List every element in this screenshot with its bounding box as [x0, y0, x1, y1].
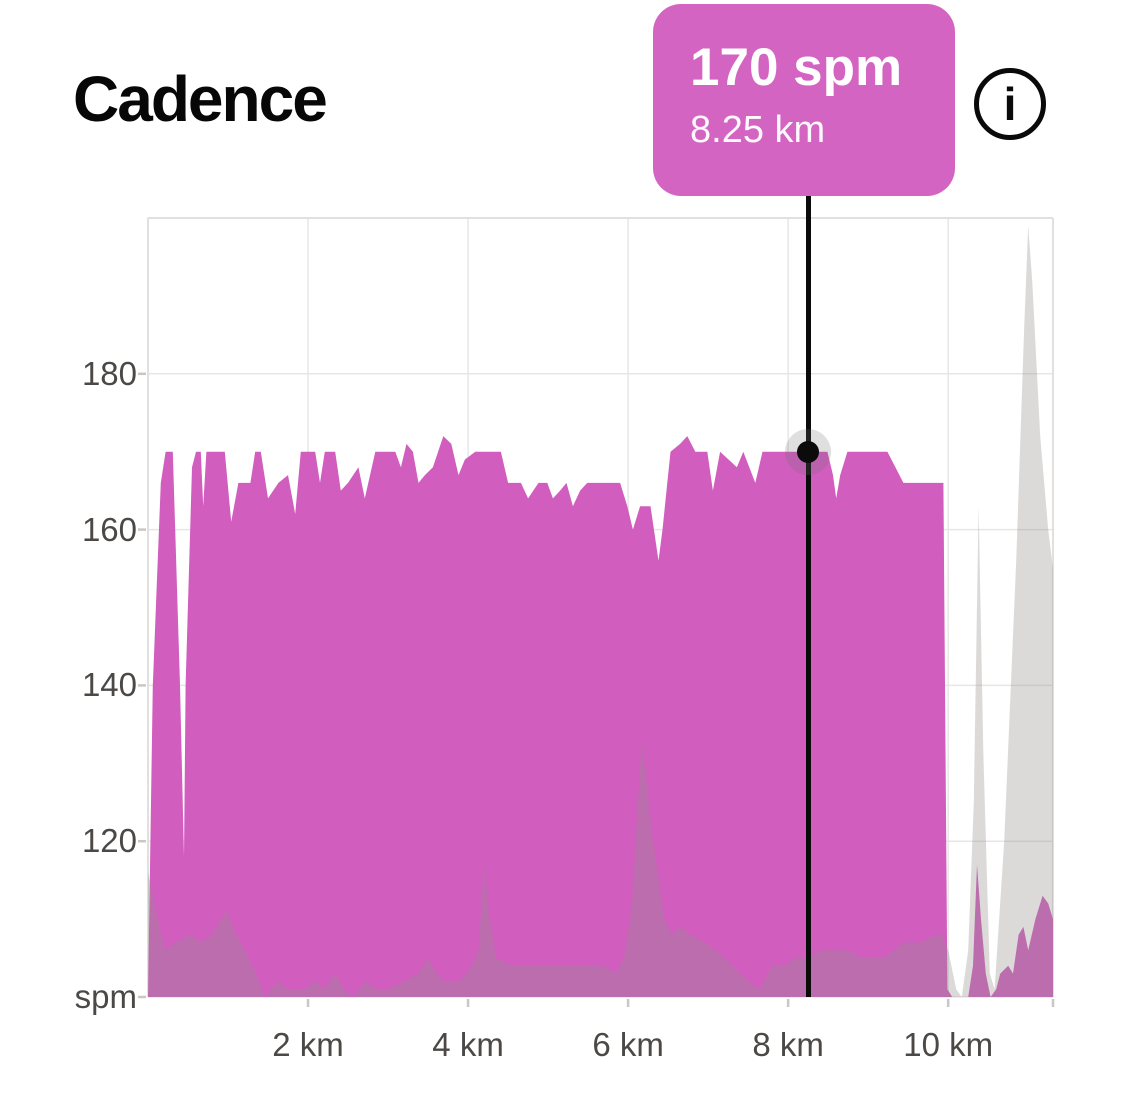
x-tick-label: 6 km — [592, 1026, 664, 1063]
y-tick-label: 160 — [81, 510, 137, 548]
cursor-dot[interactable] — [797, 440, 820, 463]
x-tick-label: 4 km — [432, 1026, 504, 1063]
info-icon: i — [1003, 78, 1017, 130]
cursor-line[interactable] — [805, 192, 811, 997]
cursor-tooltip[interactable]: 170 spm 8.25 km — [653, 4, 955, 196]
cadence-area — [148, 436, 1053, 998]
tooltip-value: 170 spm — [690, 38, 903, 97]
cadence-chart[interactable] — [138, 217, 1055, 1007]
y-tick-label: 140 — [81, 666, 137, 704]
x-tick-label: 10 km — [903, 1026, 994, 1063]
info-button[interactable]: i — [974, 68, 1046, 140]
x-tick-label: 2 km — [272, 1026, 344, 1063]
chart-title: Cadence — [73, 63, 328, 135]
y-tick-label: 120 — [81, 822, 137, 860]
chart-canvas — [138, 217, 1055, 1007]
y-axis-unit-label: spm — [74, 978, 137, 1015]
y-tick-label: 180 — [81, 354, 137, 392]
x-tick-label: 8 km — [752, 1026, 824, 1063]
tooltip-distance: 8.25 km — [690, 109, 826, 151]
